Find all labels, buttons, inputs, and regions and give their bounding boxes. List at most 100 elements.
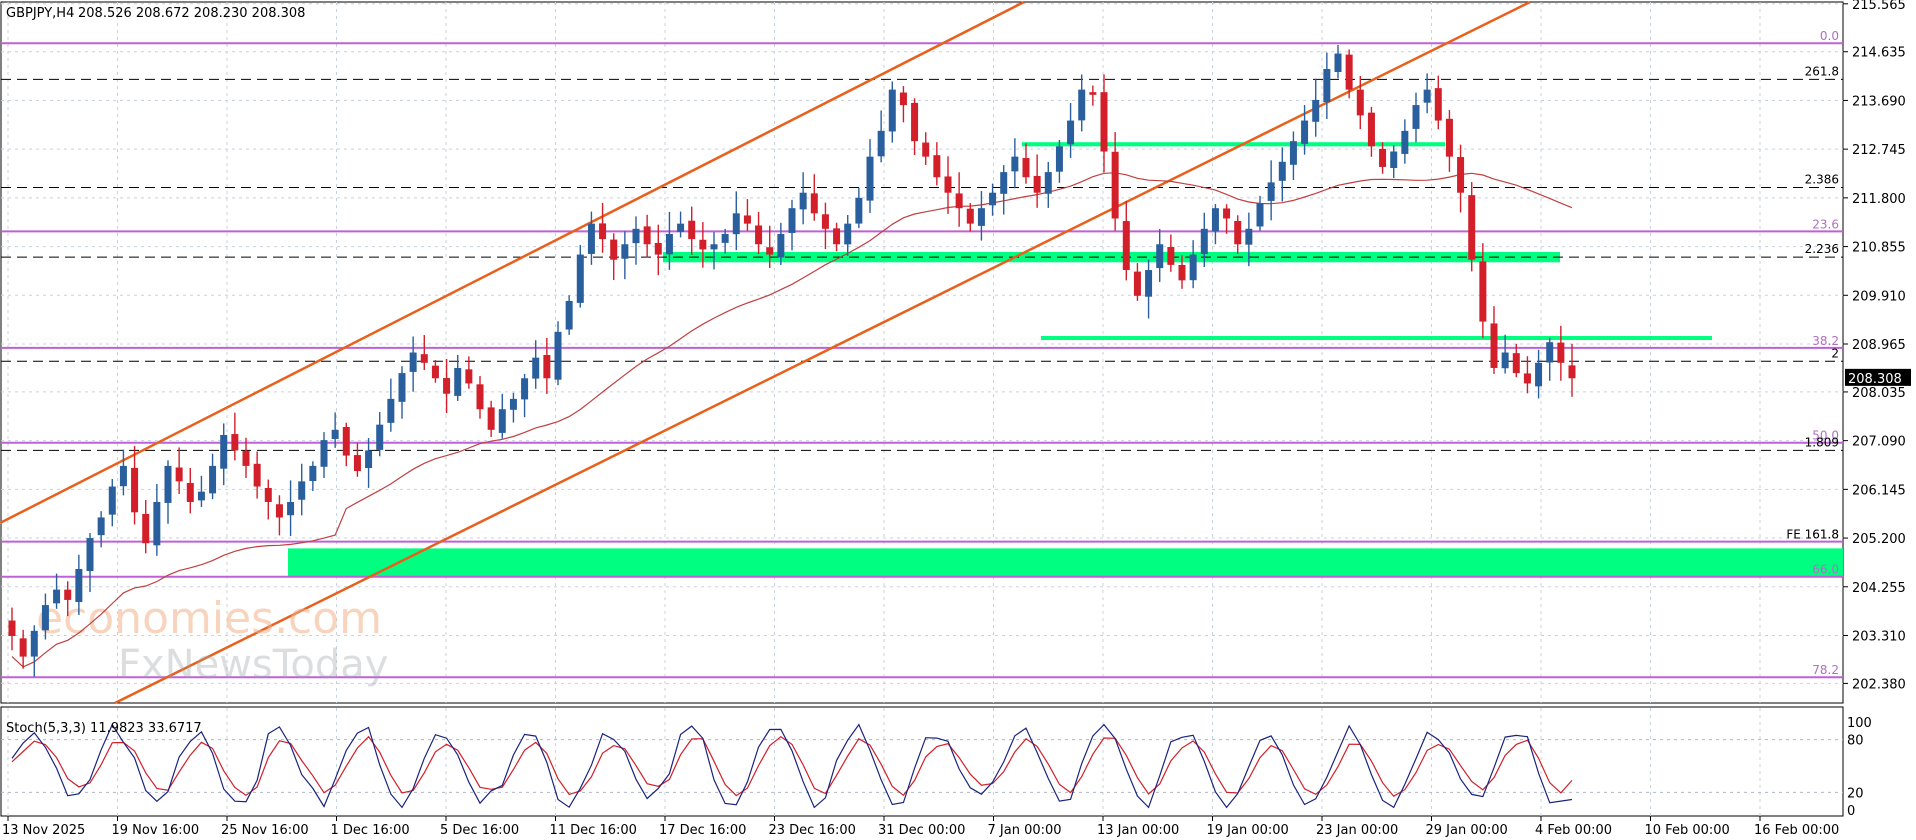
fibonacci-levels: 0.0 23.6 38.2 50.0 61.8FE 161.8 66.0 78.2 bbox=[1, 29, 1843, 679]
candle-body bbox=[732, 213, 740, 235]
candle-body bbox=[1445, 118, 1453, 157]
candle-body bbox=[1546, 342, 1554, 363]
price-tick-label: 202.380 bbox=[1852, 677, 1906, 692]
candle-body bbox=[1289, 141, 1297, 165]
candle-body bbox=[1367, 112, 1375, 147]
time-axis: 13 Nov 2025 19 Nov 16:00 25 Nov 16:00 1 Dec… bbox=[2, 816, 1839, 838]
candle-body bbox=[933, 155, 941, 178]
candle-body bbox=[743, 215, 751, 224]
candle-body bbox=[1022, 158, 1030, 178]
extension-label: 2.236 bbox=[1805, 242, 1839, 256]
fib-label: 38.2 bbox=[1812, 334, 1839, 348]
candle-body bbox=[398, 373, 406, 402]
candle-body bbox=[264, 487, 272, 502]
candle-body bbox=[1457, 157, 1465, 193]
candle-body bbox=[799, 192, 807, 210]
candle-body bbox=[53, 589, 61, 604]
candle-body bbox=[1145, 270, 1153, 297]
candle-body bbox=[465, 369, 473, 384]
fib-label: 61.8 bbox=[1812, 528, 1839, 542]
moving-average bbox=[11, 172, 1573, 668]
fib-label: 0.0 bbox=[1820, 29, 1839, 43]
candle-body bbox=[1111, 151, 1119, 219]
price-tick-label: 208.035 bbox=[1852, 386, 1906, 401]
candle-body bbox=[1122, 221, 1130, 271]
candle-body bbox=[543, 354, 551, 379]
candle-body bbox=[220, 434, 228, 469]
candle-body bbox=[487, 407, 495, 430]
candle-body bbox=[309, 465, 317, 482]
candle-body bbox=[688, 220, 696, 240]
candle-body bbox=[1523, 373, 1531, 384]
price-tick-label: 212.745 bbox=[1852, 143, 1906, 158]
candle-body bbox=[119, 465, 127, 487]
candle-body bbox=[1468, 195, 1476, 260]
candle-body bbox=[1200, 228, 1208, 255]
stoch-tick-label: 100 bbox=[1847, 716, 1872, 731]
candle-body bbox=[866, 156, 874, 201]
candle-body bbox=[253, 463, 261, 487]
fib-label: 66.0 bbox=[1812, 563, 1839, 577]
fib-label: 50.0 bbox=[1812, 429, 1839, 443]
candle-body bbox=[320, 440, 328, 467]
candle-body bbox=[521, 378, 529, 400]
time-tick-label: 25 Nov 16:00 bbox=[221, 823, 309, 838]
candle-body bbox=[788, 208, 796, 233]
candle-body bbox=[1267, 182, 1275, 201]
candle-body bbox=[209, 465, 217, 494]
candle-body bbox=[476, 384, 484, 410]
price-tick-label: 213.690 bbox=[1852, 94, 1906, 109]
candle-body bbox=[64, 589, 72, 600]
candle-body bbox=[231, 434, 239, 451]
candle-body bbox=[387, 398, 395, 423]
time-tick-label: 17 Dec 16:00 bbox=[659, 823, 746, 838]
candle-body bbox=[665, 233, 673, 255]
time-tick-label: 11 Dec 16:00 bbox=[550, 823, 637, 838]
candle-body bbox=[699, 239, 707, 250]
fib-label: FE 161.8 bbox=[1786, 528, 1839, 542]
candle-body bbox=[576, 254, 584, 303]
time-tick-label: 13 Jan 00:00 bbox=[1097, 823, 1179, 838]
candle-body bbox=[554, 331, 562, 380]
candle-body bbox=[899, 92, 907, 106]
candle-body bbox=[1189, 254, 1197, 281]
current-price-marker: 208.308 bbox=[1845, 368, 1911, 387]
candle-body bbox=[1178, 264, 1186, 281]
candle-body bbox=[1100, 92, 1108, 152]
grid bbox=[1, 2, 1843, 816]
candle-body bbox=[989, 192, 997, 206]
candle-body bbox=[1156, 244, 1164, 269]
trend-channel bbox=[0, 0, 1531, 705]
symbol-label: GBPJPY,H4 bbox=[6, 6, 74, 21]
price-tick-label: 205.200 bbox=[1852, 532, 1906, 547]
stoch-signal-line bbox=[11, 735, 1573, 797]
candle-body bbox=[131, 467, 139, 513]
candle-body bbox=[643, 226, 651, 245]
candle-body bbox=[654, 243, 662, 255]
watermark: economies.com FxNewsToday bbox=[36, 593, 388, 688]
price-tick-label: 215.565 bbox=[1852, 0, 1906, 13]
candle-body bbox=[97, 517, 105, 536]
extension-label: 1.809 bbox=[1805, 435, 1839, 449]
candle-body bbox=[30, 630, 38, 657]
candle-body bbox=[353, 455, 361, 472]
stoch-tick-label: 80 bbox=[1847, 734, 1864, 749]
candle-body bbox=[376, 424, 384, 450]
candle-body bbox=[677, 223, 685, 232]
fib-label: 23.6 bbox=[1812, 217, 1839, 231]
candle-body bbox=[1323, 69, 1331, 103]
candle-body bbox=[1490, 323, 1498, 368]
candle-body bbox=[1390, 151, 1398, 168]
candle-body bbox=[755, 225, 763, 245]
candle-body bbox=[242, 450, 250, 466]
current-price-label: 208.308 bbox=[1848, 372, 1902, 387]
candle-body bbox=[587, 223, 595, 254]
candle-body bbox=[197, 491, 205, 501]
candle-body bbox=[1245, 228, 1253, 245]
stoch-main-line bbox=[11, 723, 1573, 809]
candle-body bbox=[710, 244, 718, 250]
time-tick-label: 7 Jan 00:00 bbox=[988, 823, 1062, 838]
support-zone bbox=[288, 548, 1843, 577]
